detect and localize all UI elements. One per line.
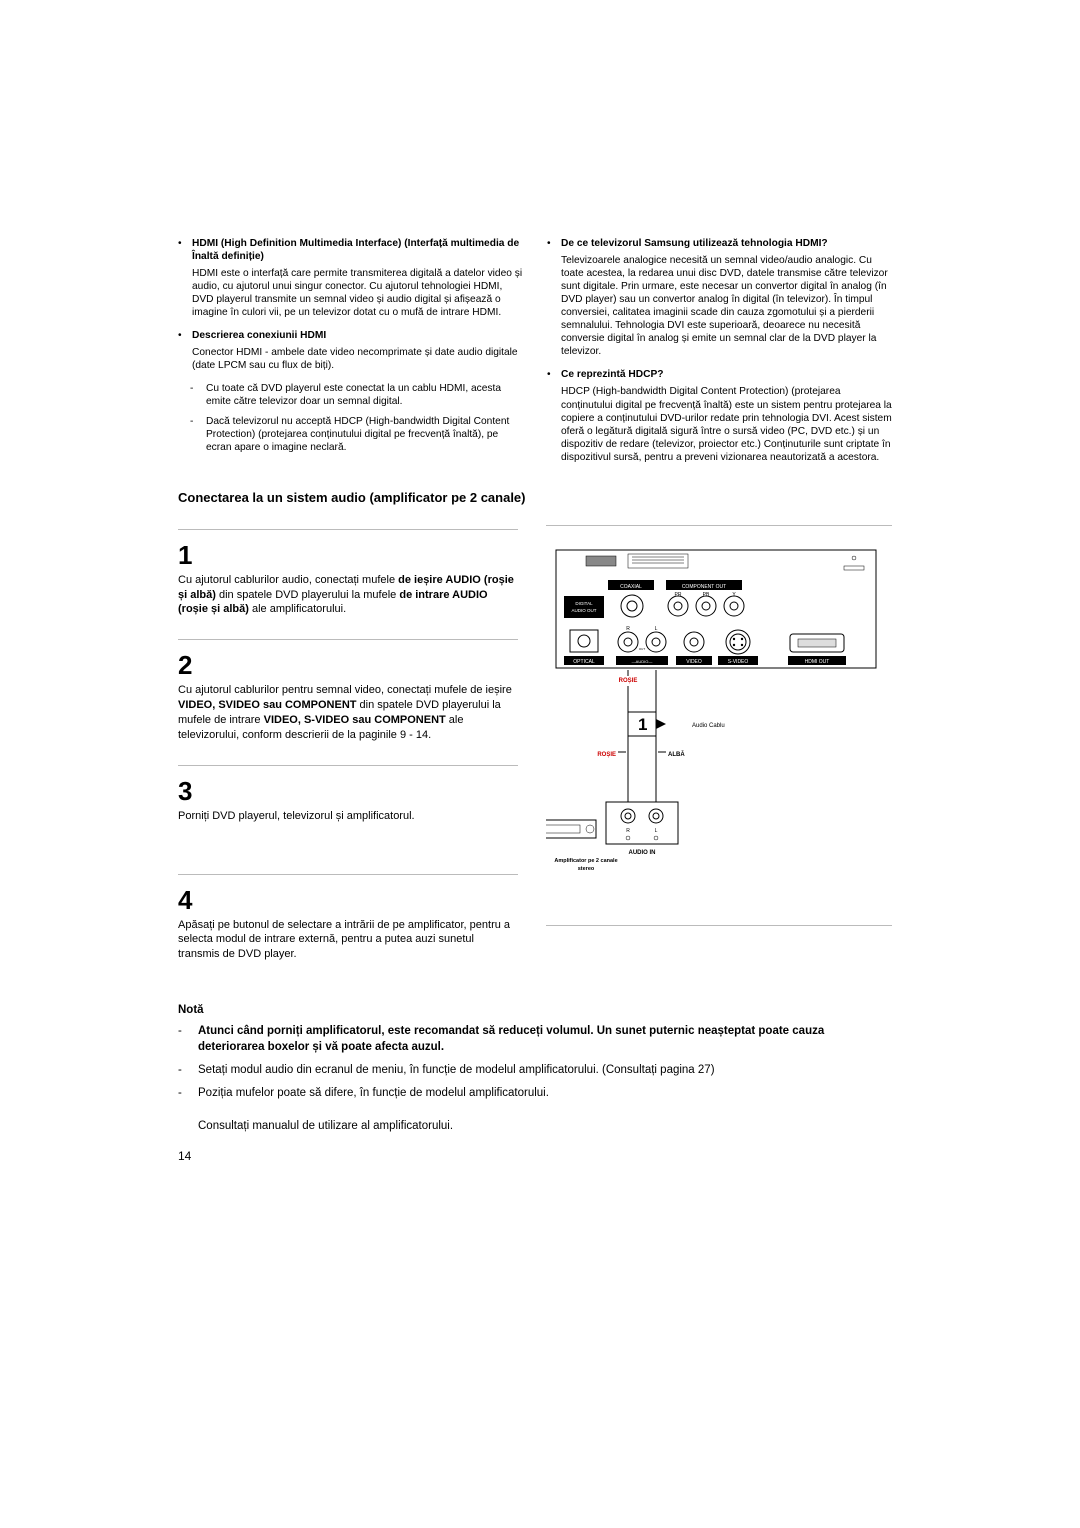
step-text: ale amplificatorului. [249,603,346,615]
svg-text:R: R [626,626,630,632]
bullet-title: Ce reprezintă HDCP? [561,368,892,381]
divider [178,874,518,875]
note-bullet: - Setați modul audio din ecranul de meni… [178,1062,892,1079]
step-bold: VIDEO, S-VIDEO sau COMPONENT [264,714,446,726]
step-bold: VIDEO, SVIDEO sau COMPONENT [178,699,356,711]
step-number-3: 3 [178,776,518,807]
dash-icon: - [190,382,198,408]
sub-bullet-text: Cu toate că DVD playerul este conectat l… [206,382,523,408]
label-coaxial: COAXIAL [620,584,642,590]
bullet-title: Descrierea conexiunii HDMI [192,329,523,342]
dash-icon: - [190,415,198,454]
step-1-body: Cu ajutorul cablurilor audio, conectați … [178,573,518,618]
note-text: Atunci când porniți amplificatorul, este… [198,1023,892,1056]
divider [178,765,518,766]
bullet-hdmi-conn: • Descrierea conexiunii HDMI [178,329,523,342]
diagram-svg: COAXIAL COMPONENT OUT DIGITAL AUDIO OUT … [546,542,886,902]
svg-text:stereo: stereo [578,866,595,872]
label-component: COMPONENT OUT [682,584,726,590]
sub-bullet-text: Dacă televizorul nu acceptă HDCP (High-b… [206,415,523,454]
top-info-columns: • HDMI (High Definition Multimedia Inter… [178,237,892,474]
connection-diagram: COAXIAL COMPONENT OUT DIGITAL AUDIO OUT … [546,525,892,926]
sub-bullet: - Cu toate că DVD playerul este conectat… [190,382,523,408]
step-4-body: Apăsați pe butonul de selectare a intrăr… [178,918,518,963]
bullet-hdcp: • Ce reprezintă HDCP? [547,368,892,381]
step-text: Cu ajutorul cablurilor audio, conectați … [178,574,398,586]
svg-text:OUT: OUT [639,647,646,651]
bullet-icon: • [178,237,186,263]
step-number-2: 2 [178,650,518,681]
diagram-column: COAXIAL COMPONENT OUT DIGITAL AUDIO OUT … [546,519,892,984]
bullet-icon: • [547,237,555,250]
bullet-icon: • [178,329,186,342]
step-3-body: Porniți DVD playerul, televizorul și amp… [178,809,518,824]
svg-text:Amplificator pe 2 canale: Amplificator pe 2 canale [554,858,617,864]
dash-icon: - [178,1085,188,1135]
page-number: 14 [178,1149,892,1163]
svg-text:1: 1 [638,715,647,734]
top-left-column: • HDMI (High Definition Multimedia Inter… [178,237,523,474]
svg-text:HDMI OUT: HDMI OUT [805,659,830,665]
section-title: Conectarea la un sistem audio (amplifica… [178,490,892,505]
note-line: Poziția mufelor poate să difere, în func… [198,1087,549,1099]
note-text: Poziția mufelor poate să difere, în func… [198,1085,549,1135]
svg-text:AUDIO OUT: AUDIO OUT [571,608,596,613]
step-number-4: 4 [178,885,518,916]
note-text: Setați modul audio din ecranul de meniu,… [198,1062,715,1079]
bullet-body: Televizoarele analogice necesită un semn… [561,254,892,358]
svg-text:L: L [655,828,658,834]
dash-icon: - [178,1062,188,1079]
svg-text:PR: PR [675,592,682,598]
svg-text:Audio Cablu: Audio Cablu [692,723,725,729]
step-text: din spatele DVD playerului la mufele [216,589,399,601]
svg-text:AUDIO IN: AUDIO IN [629,850,656,856]
svg-text:VIDEO: VIDEO [686,659,702,665]
note-bullet: - Poziția mufelor poate să difere, în fu… [178,1085,892,1135]
bullet-body: Conector HDMI - ambele date video necomp… [192,346,523,372]
divider [178,529,518,530]
divider [178,639,518,640]
svg-text:S-VIDEO: S-VIDEO [728,659,749,665]
step-text: Cu ajutorul cablurilor pentru semnal vid… [178,684,512,696]
note-title: Notă [178,1002,892,1019]
svg-text:OPTICAL: OPTICAL [573,659,595,665]
bullet-icon: • [547,368,555,381]
bullet-hdmi-def: • HDMI (High Definition Multimedia Inter… [178,237,523,263]
note-section: Notă - Atunci când porniți amplificatoru… [178,1002,892,1135]
svg-text:ROȘIE: ROȘIE [597,752,616,758]
top-right-column: • De ce televizorul Samsung utilizează t… [547,237,892,474]
document-page: • HDMI (High Definition Multimedia Inter… [178,237,892,1163]
svg-text:ALBĂ: ALBĂ [668,751,685,758]
bullet-title: HDMI (High Definition Multimedia Interfa… [192,237,523,263]
steps-column: 1 Cu ajutorul cablurilor audio, conectaț… [178,519,518,984]
bullet-body: HDMI este o interfață care permite trans… [192,267,523,319]
step-number-1: 1 [178,540,518,571]
step-2-body: Cu ajutorul cablurilor pentru semnal vid… [178,683,518,742]
svg-text:—AUDIO—: —AUDIO— [632,659,653,664]
sub-bullet: - Dacă televizorul nu acceptă HDCP (High… [190,415,523,454]
bullet-why-hdmi: • De ce televizorul Samsung utilizează t… [547,237,892,250]
svg-text:R: R [626,828,630,834]
steps-and-diagram: 1 Cu ajutorul cablurilor audio, conectaț… [178,519,892,984]
dash-icon: - [178,1023,188,1056]
svg-text:ROȘIE: ROȘIE [619,678,638,684]
note-line: Consultați manualul de utilizare al ampl… [198,1120,453,1132]
svg-text:DIGITAL: DIGITAL [575,601,593,606]
bullet-title: De ce televizorul Samsung utilizează teh… [561,237,892,250]
bullet-body: HDCP (High-bandwidth Digital Content Pro… [561,385,892,463]
note-bullet: - Atunci când porniți amplificatorul, es… [178,1023,892,1056]
svg-text:PB: PB [703,592,710,598]
svg-text:L: L [655,626,658,632]
